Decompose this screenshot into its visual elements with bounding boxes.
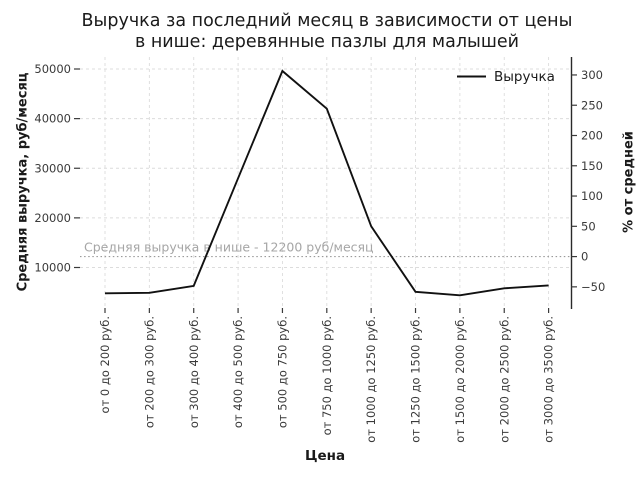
- y-axis-tick-label: 20000: [34, 211, 71, 225]
- average-line-annotation: Средняя выручка в нише - 12200 руб/месяц: [84, 240, 374, 255]
- y2-axis-tick-label: 150: [581, 159, 603, 173]
- y2-axis-label: % от средней: [622, 131, 637, 233]
- y2-axis-tick-label: 50: [581, 219, 596, 233]
- y-axis-tick-label: 50000: [34, 62, 71, 76]
- y2-axis-tick-label: 0: [581, 250, 588, 264]
- y2-axis-tick-label: 200: [581, 129, 603, 143]
- x-axis-category-label: от 0 до 200 руб.: [98, 316, 112, 413]
- chart-title-line: в нише: деревянные пазлы для малышей: [135, 32, 519, 52]
- y-axis-tick-label: 30000: [34, 161, 71, 175]
- x-axis-category-label: от 1250 до 1500 руб.: [409, 316, 423, 443]
- y2-axis-tick-label: 250: [581, 98, 603, 112]
- y2-axis-tick-label: −50: [581, 280, 605, 294]
- revenue-line: [104, 69, 549, 297]
- y-axis-tick-label: 40000: [34, 112, 71, 126]
- x-axis-label: Цена: [305, 448, 345, 464]
- x-axis-category-label: от 3000 до 3500 руб.: [542, 316, 556, 443]
- chart-title-line: Выручка за последний месяц в зависимости…: [82, 11, 573, 31]
- x-axis-category-label: от 500 до 750 руб.: [275, 316, 289, 428]
- y2-axis-tick-label: 300: [581, 68, 603, 82]
- x-axis-category-label: от 300 до 400 руб.: [187, 316, 201, 428]
- legend-label: Выручка: [494, 69, 555, 85]
- x-axis-category-label: от 750 до 1000 руб.: [320, 316, 334, 435]
- x-axis-category-label: от 1000 до 1250 руб.: [364, 316, 378, 443]
- y-axis-tick-label: 10000: [34, 261, 71, 275]
- y2-axis-tick-label: 100: [581, 189, 603, 203]
- x-axis-category-label: от 200 до 300 руб.: [142, 316, 156, 428]
- x-axis-category-label: от 1500 до 2000 руб.: [453, 316, 467, 443]
- x-axis-category-label: от 400 до 500 руб.: [231, 316, 245, 428]
- x-axis-category-label: от 2000 до 2500 руб.: [497, 316, 511, 443]
- y-axis-label: Средняя выручка, руб/месяц: [16, 72, 31, 291]
